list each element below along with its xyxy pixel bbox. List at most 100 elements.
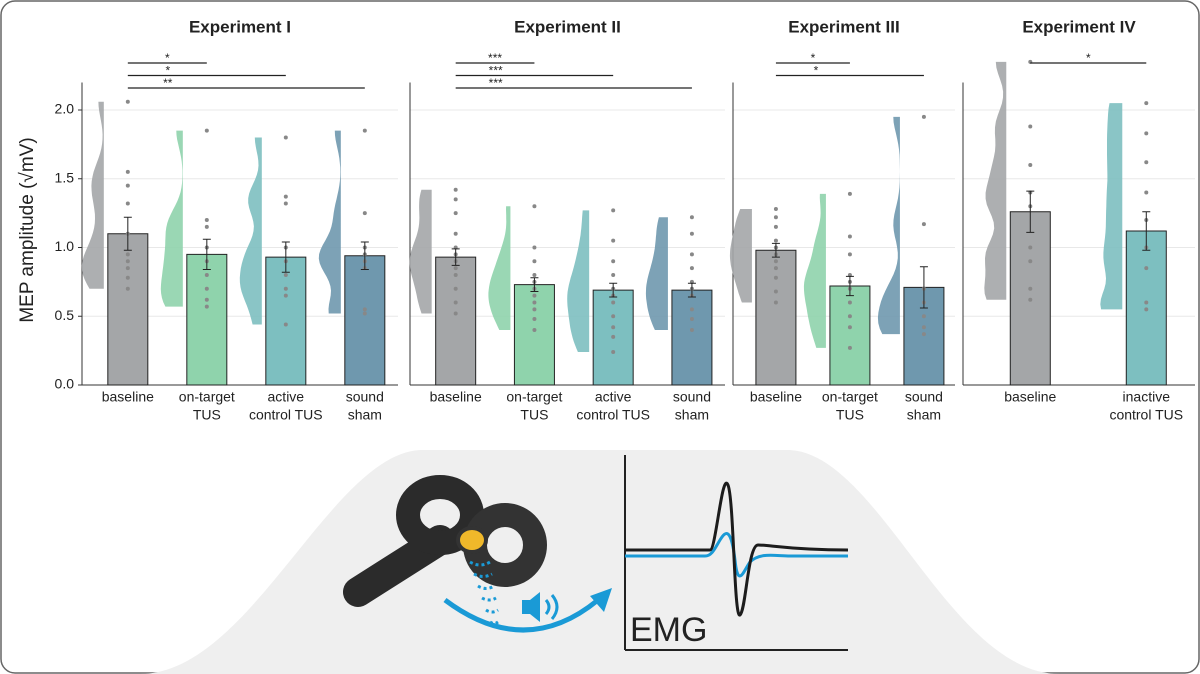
speaker-icon xyxy=(522,592,559,622)
violin xyxy=(160,130,183,307)
data-point xyxy=(532,259,537,264)
significance-label: * xyxy=(165,51,170,65)
data-point xyxy=(204,224,209,229)
data-point xyxy=(125,252,130,257)
x-tick-label: active xyxy=(595,389,632,405)
data-point xyxy=(453,187,458,192)
data-point xyxy=(773,259,778,264)
x-tick-label: TUS xyxy=(520,407,548,423)
data-point xyxy=(125,183,130,188)
data-point xyxy=(689,266,694,271)
emg-label: EMG xyxy=(630,611,707,649)
data-point xyxy=(847,345,852,350)
data-point xyxy=(125,275,130,280)
violin xyxy=(877,116,900,335)
backdrop xyxy=(140,450,1060,674)
y-tick-label: 2.0 xyxy=(55,101,75,117)
data-point xyxy=(773,289,778,294)
data-point xyxy=(921,314,926,319)
data-point xyxy=(1144,266,1149,271)
x-tick-label: sound xyxy=(346,389,384,405)
data-point xyxy=(204,273,209,277)
violin xyxy=(567,210,590,352)
x-tick-label: baseline xyxy=(102,389,154,405)
data-point xyxy=(283,194,288,199)
significance-label: * xyxy=(814,64,819,78)
data-point xyxy=(204,297,209,302)
data-point xyxy=(1028,259,1033,264)
y-axis-label: MEP amplitude (√mV) xyxy=(17,137,38,322)
data-point xyxy=(611,259,616,264)
data-point xyxy=(611,325,616,330)
data-point xyxy=(283,322,288,327)
significance-label: ** xyxy=(163,76,173,90)
data-point xyxy=(283,293,288,298)
significance-label: *** xyxy=(488,51,502,65)
data-point xyxy=(611,314,616,319)
data-point xyxy=(611,273,616,277)
violin xyxy=(803,193,826,348)
data-point xyxy=(611,208,616,213)
x-tick-label: on-target xyxy=(822,389,878,405)
bar xyxy=(107,233,149,386)
data-point xyxy=(362,307,367,312)
data-point xyxy=(532,204,537,209)
panel-title: Experiment IV xyxy=(1022,17,1136,36)
data-point xyxy=(204,218,209,222)
x-tick-label: sound xyxy=(905,389,943,405)
significance-label: *** xyxy=(489,76,503,90)
data-point xyxy=(532,328,537,332)
coil-loop xyxy=(396,475,484,555)
data-point xyxy=(532,300,537,305)
data-point xyxy=(847,191,852,196)
y-tick-label: 1.5 xyxy=(55,169,75,185)
data-point xyxy=(1028,297,1033,302)
x-tick-label: baseline xyxy=(1004,389,1056,405)
significance-label: * xyxy=(811,51,816,65)
data-point xyxy=(453,273,458,277)
bar xyxy=(755,249,797,386)
data-point xyxy=(125,286,130,291)
data-point xyxy=(204,286,209,291)
data-point xyxy=(847,314,852,319)
data-point xyxy=(532,245,537,250)
data-point xyxy=(773,224,778,229)
x-tick-label: TUS xyxy=(193,407,221,423)
data-point xyxy=(1144,101,1149,106)
data-point xyxy=(921,114,926,119)
data-point xyxy=(283,273,288,277)
data-point xyxy=(532,317,537,321)
illustration: EMG xyxy=(140,450,1060,674)
data-point xyxy=(453,211,458,216)
panel-title: Experiment II xyxy=(514,17,621,36)
data-point xyxy=(773,275,778,280)
x-tick-label: on-target xyxy=(506,389,562,405)
violin xyxy=(1100,103,1123,310)
bar xyxy=(265,256,307,386)
data-point xyxy=(847,300,852,305)
data-point xyxy=(689,317,694,321)
data-point xyxy=(1144,300,1149,305)
data-point xyxy=(847,234,852,239)
transducer xyxy=(456,526,488,554)
data-point xyxy=(773,300,778,305)
data-point xyxy=(362,128,367,133)
data-point xyxy=(204,304,209,309)
x-tick-label: TUS xyxy=(836,407,864,423)
x-tick-label: on-target xyxy=(179,389,235,405)
violin xyxy=(488,206,511,330)
significance-label: * xyxy=(165,64,170,78)
y-tick-label: 0.5 xyxy=(55,307,75,323)
x-tick-label: baseline xyxy=(750,389,802,405)
data-point xyxy=(1028,163,1033,167)
emg-trace xyxy=(625,481,849,617)
x-tick-label: active xyxy=(268,389,305,405)
data-point xyxy=(283,135,288,140)
y-tick-label: 0.0 xyxy=(55,376,75,392)
data-point xyxy=(453,300,458,305)
data-point xyxy=(125,169,130,174)
data-point xyxy=(453,286,458,291)
data-point xyxy=(125,201,130,206)
data-point xyxy=(921,222,926,227)
